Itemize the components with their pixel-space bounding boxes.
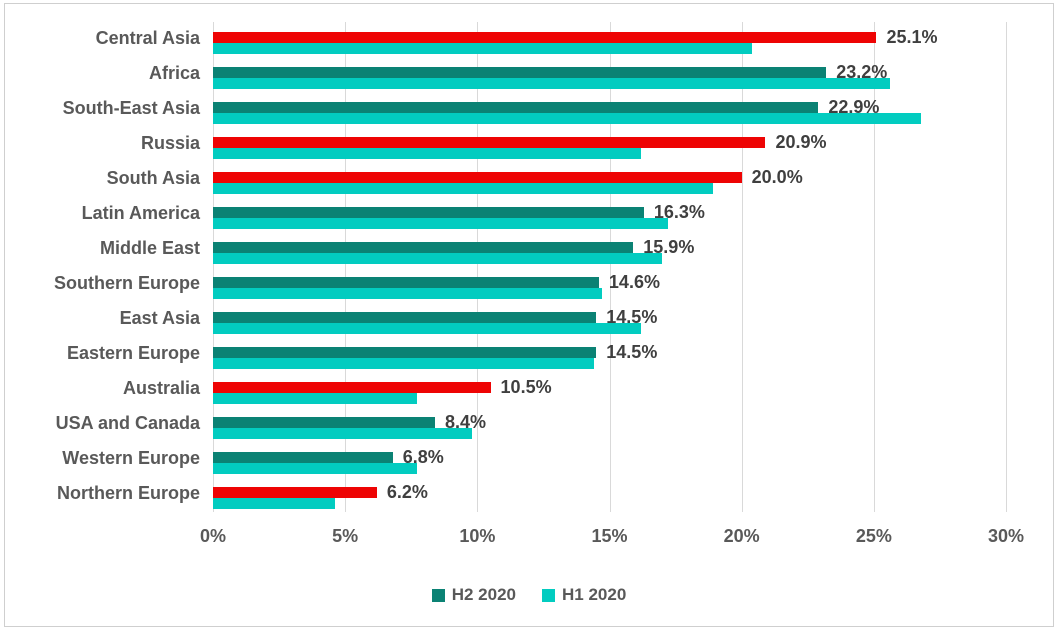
data-label: 8.4% [445, 412, 487, 432]
bar-h2-2020 [213, 487, 377, 498]
bar-h2-2020 [213, 172, 742, 183]
data-label: 15.9% [643, 237, 695, 257]
category-label: Australia [122, 378, 200, 398]
data-label: 22.9% [828, 97, 880, 117]
gridline [741, 22, 743, 512]
bar-h1-2020 [213, 358, 594, 369]
legend: H2 2020 H1 2020 [0, 582, 1058, 608]
legend-swatch-icon [542, 588, 555, 602]
legend-label: H1 2020 [562, 585, 627, 604]
category-label: East Asia [119, 308, 200, 328]
x-tick-label: 0% [199, 526, 227, 546]
x-tick-label: 30% [987, 526, 1025, 546]
legend-item: H2 2020 [431, 585, 516, 605]
plot-area: 25.1% 23.2% 22.9% 20.9% 20.0% 16.3% 15.9% 14.6%… [213, 22, 1007, 512]
x-tick-label: 25% [855, 526, 892, 546]
category-label: Africa [148, 63, 200, 83]
bar-h1-2020 [213, 393, 417, 404]
category-label: Central Asia [95, 28, 200, 48]
data-label: 23.2% [836, 62, 888, 82]
data-label: 6.2% [386, 482, 428, 502]
data-label: 14.5% [606, 307, 658, 327]
bar-h2-2020 [213, 452, 393, 463]
data-label: 6.8% [402, 447, 444, 467]
data-label: 16.3% [653, 202, 705, 222]
x-tick-label: 5% [332, 526, 359, 546]
gridline [477, 22, 479, 512]
data-label: 20.9% [775, 132, 827, 152]
gridline [213, 22, 214, 512]
legend-swatch-icon [431, 588, 445, 602]
gridline [1006, 22, 1007, 512]
x-tick-label: 15% [591, 526, 628, 546]
bar-h2-2020 [213, 312, 597, 323]
category-label: South Asia [106, 168, 200, 188]
legend-item: H1 2020 [542, 585, 626, 605]
bar-h1-2020 [213, 113, 922, 124]
x-axis: 0% 5% 10% 15% 20% 25% 30% [0, 526, 1058, 552]
data-label: 14.5% [606, 342, 658, 362]
bar-h1-2020 [213, 323, 642, 334]
bar-h2-2020 [213, 382, 491, 393]
bar-h2-2020 [213, 347, 597, 358]
bar-h1-2020 [213, 463, 417, 474]
data-label: 10.5% [500, 377, 552, 397]
category-label: Middle East [99, 238, 200, 258]
gridline [345, 22, 347, 512]
bar-h1-2020 [213, 498, 335, 509]
category-label: South-East Asia [62, 98, 200, 118]
bar-h2-2020 [213, 242, 634, 253]
bar-h1-2020 [213, 218, 668, 229]
bar-h1-2020 [213, 43, 753, 54]
gridline [609, 22, 611, 512]
bar-h1-2020 [213, 288, 602, 299]
bar-h2-2020 [213, 67, 827, 78]
data-label: 14.6% [608, 272, 660, 292]
category-label: Russia [140, 133, 200, 153]
gridline [873, 22, 875, 512]
bar-h2-2020 [213, 277, 599, 288]
data-label: 25.1% [886, 27, 938, 47]
bar-h2-2020 [213, 32, 877, 43]
category-label: Latin America [81, 203, 200, 223]
category-label: Eastern Europe [66, 343, 200, 363]
category-label: USA and Canada [55, 413, 200, 433]
category-label: Southern Europe [53, 273, 200, 293]
bar-h2-2020 [213, 102, 819, 113]
x-tick-label: 10% [459, 526, 496, 546]
bar-h2-2020 [213, 137, 766, 148]
category-label: Western Europe [62, 448, 200, 468]
bar-h2-2020 [213, 417, 436, 428]
data-label: 20.0% [751, 167, 803, 187]
bar-h1-2020 [213, 183, 713, 194]
bar-h1-2020 [213, 428, 473, 439]
bar-h2-2020 [213, 207, 644, 218]
x-tick-label: 20% [723, 526, 760, 546]
category-label: Northern Europe [56, 483, 200, 503]
bar-h1-2020 [213, 253, 663, 264]
bar-h1-2020 [213, 148, 642, 159]
bar-h1-2020 [213, 78, 890, 89]
legend-label: H2 2020 [451, 585, 516, 604]
